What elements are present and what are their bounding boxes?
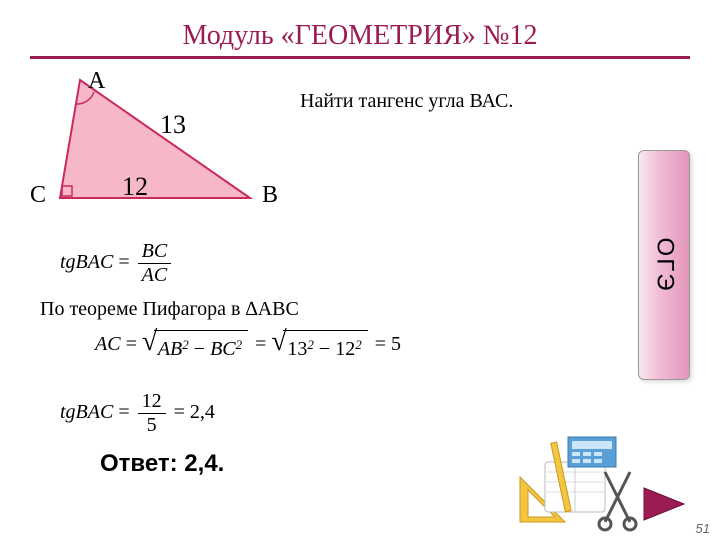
task-text: Найти тангенс угла ВАС. (300, 90, 513, 113)
f2-ab: AB (158, 338, 182, 360)
formula3-den: 5 (138, 413, 166, 437)
side-ab-label: 13 (160, 110, 186, 140)
f2-e3: 2 (307, 337, 314, 352)
triangle-shape (60, 80, 250, 198)
f2-e1: 2 (182, 337, 189, 352)
header-rule (30, 56, 690, 59)
triangle-figure: А В С 13 12 (30, 70, 290, 230)
formula-tangent-value: tgBAC = 12 5 = 2,4 (60, 390, 215, 437)
formula-ac: AC = √ AB2 − BC2 = √ 132 − 122 = 5 (95, 330, 401, 361)
arrow-right-icon (642, 486, 686, 522)
page-number: 51 (696, 521, 710, 536)
f2-13: 13 (287, 338, 307, 360)
formula3-lhs: tgBAC (60, 401, 113, 423)
page-title: Модуль «ГЕОМЕТРИЯ» №12 (0, 20, 720, 52)
f3-result: 2,4 (190, 401, 215, 423)
vertex-a-label: А (88, 68, 105, 95)
formula1-lhs: tgBAC (60, 251, 113, 273)
triangle-svg (30, 70, 290, 230)
sidebar-tab-oge[interactable]: ОГЭ (638, 150, 690, 380)
vertex-c-label: С (30, 182, 46, 209)
answer-text: Ответ: 2,4. (100, 450, 224, 478)
f2-bc: BC (210, 338, 236, 360)
f2-e2: 2 (236, 337, 243, 352)
pythagoras-text: По теореме Пифагора в ∆АВС (40, 298, 299, 321)
formula1-num: BC (138, 240, 172, 263)
next-button[interactable] (642, 486, 686, 522)
oge-label: ОГЭ (650, 238, 678, 293)
stationery-clipart (510, 422, 640, 532)
f2-12: 12 (335, 338, 355, 360)
formula1-den: AC (138, 263, 172, 287)
formula-tangent-def: tgBAC = BC AC (60, 240, 174, 287)
f2-e4: 2 (355, 337, 362, 352)
formula2-lhs: AC (95, 333, 121, 355)
side-cb-label: 12 (122, 172, 148, 202)
formula3-num: 12 (138, 390, 166, 413)
f2-result: 5 (391, 333, 401, 355)
vertex-b-label: В (262, 182, 278, 209)
